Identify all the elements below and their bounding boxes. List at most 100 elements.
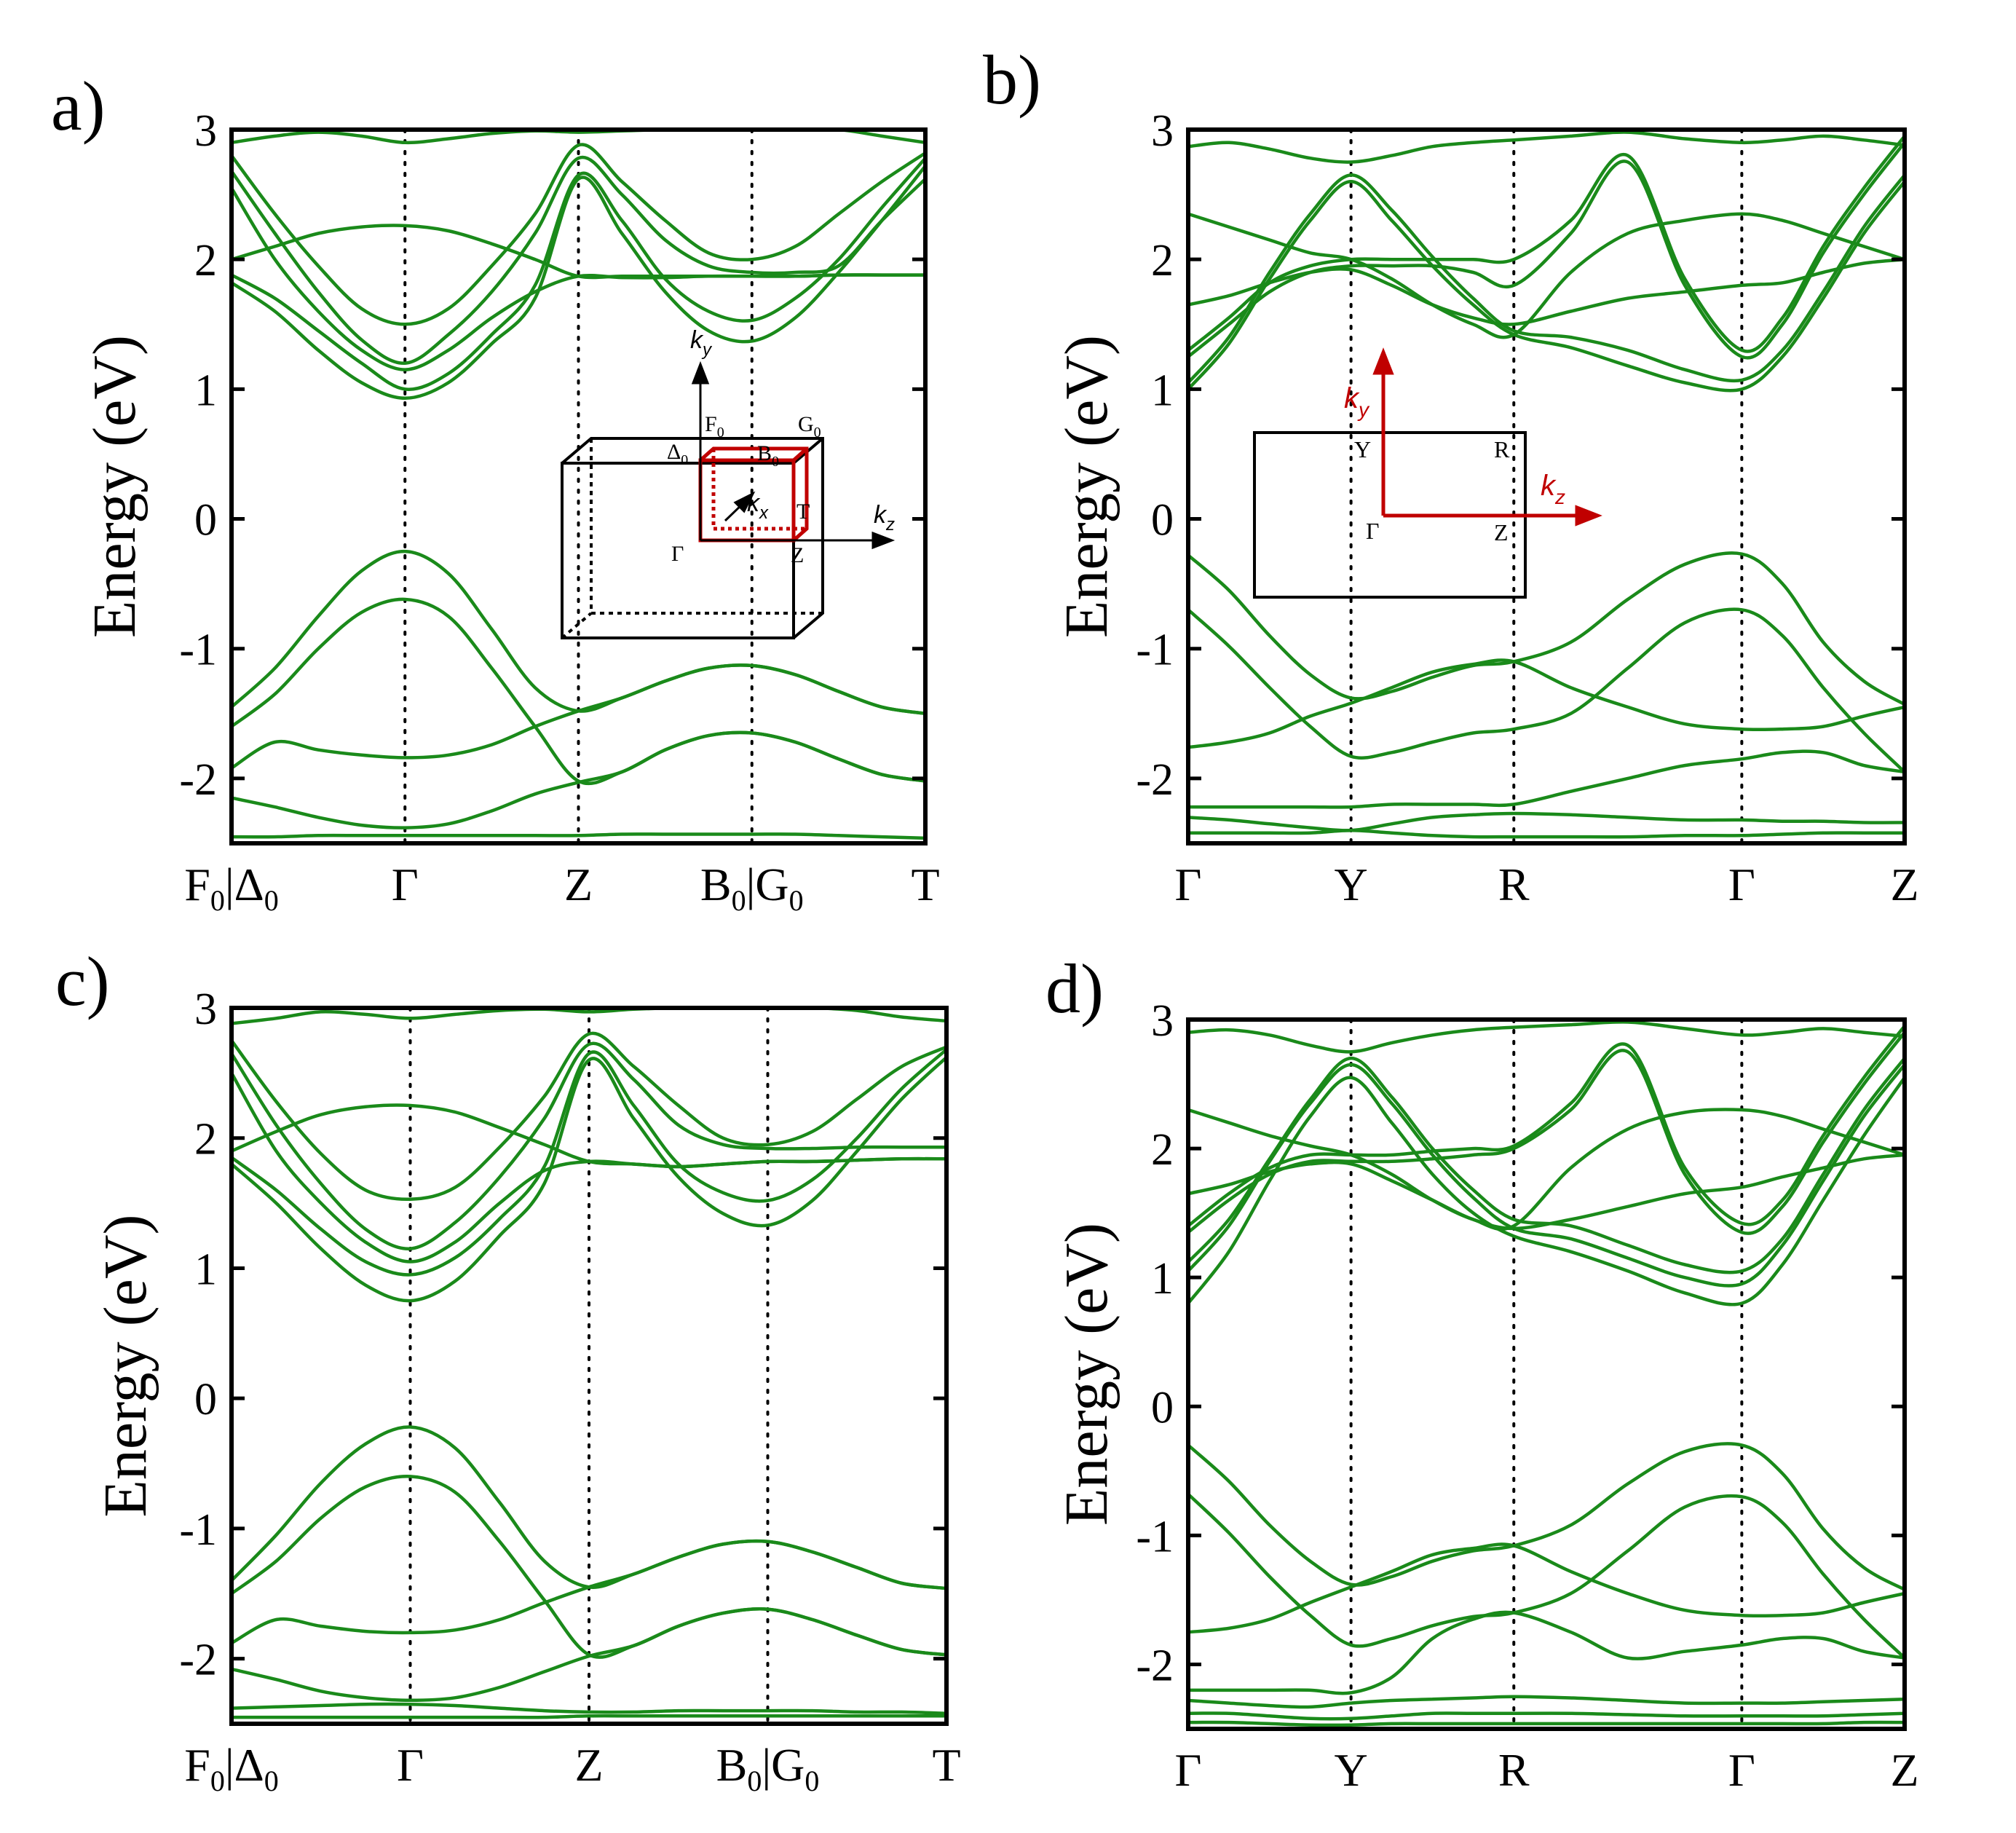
kpoint-label: Z <box>1890 1744 1918 1796</box>
bz-point-F0: F0 <box>705 412 724 441</box>
kpoint-label: R <box>1498 859 1530 910</box>
y-tick-label: 1 <box>194 366 217 415</box>
y-tick-label: 2 <box>194 1115 217 1164</box>
band-v4 <box>232 730 925 829</box>
band-v4 <box>1188 749 1905 809</box>
y-tick-label: 2 <box>1151 236 1174 285</box>
y-tick-label: 1 <box>194 1245 217 1294</box>
band-v3 <box>232 1539 946 1645</box>
band-v3 <box>1188 1542 1905 1634</box>
kpoint-label: Γ <box>1175 1744 1202 1796</box>
band-lines <box>232 130 925 840</box>
bz-point-Z: Z <box>1494 519 1509 545</box>
band-c2 <box>232 1048 946 1277</box>
axis-label-ky: ky <box>690 326 713 360</box>
kpoint-label: Y <box>1335 1744 1368 1796</box>
y-tick-label: 2 <box>194 236 217 285</box>
bz-point-Y: Y <box>1354 436 1371 462</box>
band-c4 <box>1188 135 1905 353</box>
band-c2 <box>232 157 925 391</box>
band-c5 <box>232 1103 946 1169</box>
y-tick-label: 0 <box>194 1375 217 1424</box>
kpoint-label: T <box>911 859 939 910</box>
kpoint-label: Γ <box>1175 859 1202 910</box>
kpoint-label: F0|Δ0 <box>184 1739 279 1797</box>
plot-frame <box>1186 127 1907 845</box>
band-v3 <box>1188 658 1905 749</box>
plot-frame <box>229 1006 949 1726</box>
band-c2 <box>1188 1063 1905 1288</box>
plot-d: 3 2 1 0 -1 -2 Energy (eV) Γ Y R Γ Z <box>1053 996 1919 1796</box>
y-tick-label: 1 <box>1151 366 1174 415</box>
bz-point-Z: Z <box>791 543 804 567</box>
band-v7 <box>1188 1720 1905 1727</box>
kpoint-label: Y <box>1335 859 1368 910</box>
plot-b: 3 2 1 0 -1 -2 Energy (eV) Γ Y R Γ Z <box>1053 106 1919 910</box>
band-c4 <box>1188 1031 1905 1235</box>
plot-frame <box>229 127 928 845</box>
bz-point-T: T <box>796 500 810 524</box>
band-v5 <box>232 1702 946 1715</box>
kpoint-label: Γ <box>397 1739 424 1791</box>
y-tick-label: -1 <box>179 1505 217 1555</box>
band-v6 <box>232 1714 946 1719</box>
bz-point-B0: B0 <box>757 441 779 470</box>
band-v1 <box>1188 551 1905 706</box>
panel-a: a) 3 2 1 0 -1 -2 Energy (eV) F0|Δ0 Γ Z B0|G0 T <box>51 67 940 917</box>
band-v5 <box>1188 1695 1905 1709</box>
kpoint-label: Z <box>574 1739 603 1791</box>
panel-label-c: c) <box>55 942 110 1020</box>
y-tick-label: 3 <box>194 985 217 1034</box>
kpoint-label: B0|G0 <box>716 1739 820 1797</box>
panel-d: d) 3 2 1 0 -1 -2 Energy (eV) Γ Y R Γ Z <box>1045 950 1919 1796</box>
plot-frame <box>1186 1017 1907 1731</box>
y-axis-label: Energy (eV) <box>1053 335 1120 638</box>
band-c1 <box>1188 1076 1905 1306</box>
band-c4 <box>232 1041 946 1250</box>
y-tick-label: 3 <box>194 106 217 156</box>
panel-label-d: d) <box>1045 950 1104 1028</box>
y-tick-label: 1 <box>1151 1254 1174 1304</box>
band-c3 <box>1188 1056 1905 1274</box>
band-c1 <box>232 165 925 401</box>
band-v5 <box>1188 811 1905 832</box>
band-lines <box>232 1008 946 1719</box>
band-c7 <box>1188 130 1905 164</box>
y-axis-label: Energy (eV) <box>81 335 149 638</box>
y-tick-label: -2 <box>179 755 217 805</box>
y-tick-label: 0 <box>1151 1383 1174 1432</box>
bz-axes <box>691 360 896 550</box>
y-tick-label: -2 <box>1136 1641 1174 1690</box>
band-v3 <box>232 663 925 770</box>
axis-label-ky: ky <box>1344 382 1370 421</box>
band-v6 <box>1188 828 1905 839</box>
band-c1 <box>1188 180 1905 393</box>
panel-label-b: b) <box>983 41 1041 119</box>
band-v4 <box>232 1607 946 1703</box>
band-c5 <box>1188 257 1905 326</box>
y-tick-label: 2 <box>1151 1125 1174 1175</box>
y-tick-label: -1 <box>1136 1512 1174 1561</box>
y-axis-label: Energy (eV) <box>1053 1223 1120 1526</box>
band-c5 <box>232 224 925 280</box>
kpoint-label: F0|Δ0 <box>184 859 279 917</box>
band-c6 <box>1188 1153 1905 1231</box>
kpoint-label: B0|G0 <box>700 859 804 917</box>
band-lines <box>1188 130 1905 839</box>
bz-point-G0: G0 <box>798 412 821 441</box>
plot-c: 3 2 1 0 -1 -2 Energy (eV) F0|Δ0 Γ Z B0|G0 T <box>92 985 961 1797</box>
band-c8 <box>1188 1020 1905 1054</box>
plot-a: 3 2 1 0 -1 -2 Energy (eV) F0|Δ0 Γ Z B0|G0 T <box>81 106 940 917</box>
y-tick-label: 0 <box>194 496 217 545</box>
band-v4 <box>1188 1610 1905 1695</box>
band-c6 <box>232 143 925 326</box>
y-tick-label: 3 <box>1151 996 1174 1046</box>
band-c3 <box>232 1072 946 1264</box>
kpoint-label: Γ <box>1728 859 1755 910</box>
bz-outer-box <box>561 437 824 639</box>
band-c6 <box>232 1031 946 1202</box>
band-c6 <box>1188 212 1905 339</box>
y-tick-label: 0 <box>1151 496 1174 545</box>
bz-point-Gamma: Γ <box>671 542 684 566</box>
band-c2 <box>1188 173 1905 385</box>
